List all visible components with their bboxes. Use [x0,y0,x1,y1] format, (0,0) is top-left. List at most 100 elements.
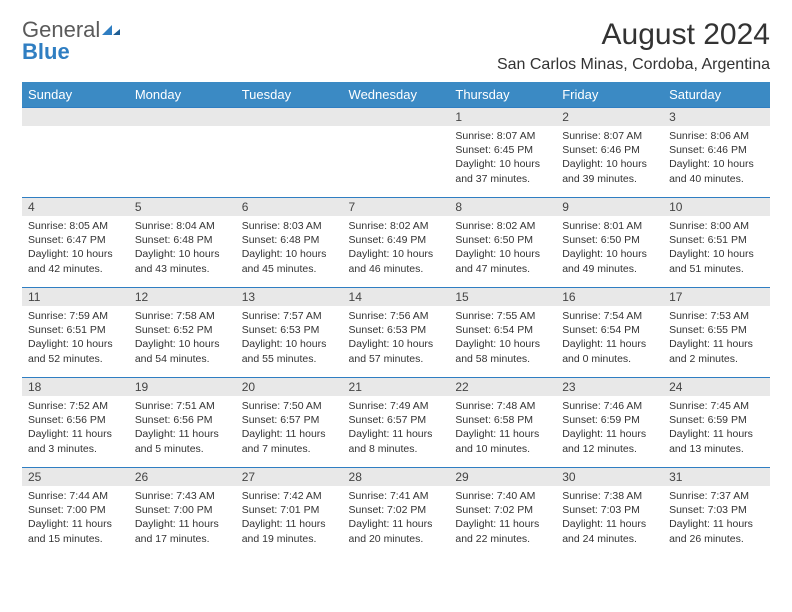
day-details: Sunrise: 8:03 AMSunset: 6:48 PMDaylight:… [236,216,343,280]
day-number: 3 [663,107,770,126]
day-details: Sunrise: 8:02 AMSunset: 6:50 PMDaylight:… [449,216,556,280]
day-details: Sunrise: 7:38 AMSunset: 7:03 PMDaylight:… [556,486,663,550]
day-number: 15 [449,287,556,306]
day-cell: 13Sunrise: 7:57 AMSunset: 6:53 PMDayligh… [236,287,343,377]
day-cell: 28Sunrise: 7:41 AMSunset: 7:02 PMDayligh… [343,467,450,557]
sunset-text: Sunset: 6:59 PM [562,413,657,427]
day-cell: 21Sunrise: 7:49 AMSunset: 6:57 PMDayligh… [343,377,450,467]
day-cell: 8Sunrise: 8:02 AMSunset: 6:50 PMDaylight… [449,197,556,287]
daylight-text: Daylight: 10 hours and 37 minutes. [455,157,550,185]
sunset-text: Sunset: 7:03 PM [669,503,764,517]
day-cell [22,107,129,197]
sunset-text: Sunset: 6:57 PM [349,413,444,427]
sunset-text: Sunset: 6:54 PM [455,323,550,337]
day-cell: 12Sunrise: 7:58 AMSunset: 6:52 PMDayligh… [129,287,236,377]
calendar-week-row: 4Sunrise: 8:05 AMSunset: 6:47 PMDaylight… [22,197,770,287]
day-number: 31 [663,467,770,486]
daylight-text: Daylight: 10 hours and 45 minutes. [242,247,337,275]
day-number: 13 [236,287,343,306]
day-details: Sunrise: 8:00 AMSunset: 6:51 PMDaylight:… [663,216,770,280]
empty-day-bar [129,107,236,126]
weekday-header: Friday [556,82,663,107]
day-details: Sunrise: 8:01 AMSunset: 6:50 PMDaylight:… [556,216,663,280]
sunrise-text: Sunrise: 7:55 AM [455,309,550,323]
sunrise-text: Sunrise: 7:58 AM [135,309,230,323]
weekday-header: Wednesday [343,82,450,107]
calendar-week-row: 1Sunrise: 8:07 AMSunset: 6:45 PMDaylight… [22,107,770,197]
day-details: Sunrise: 7:40 AMSunset: 7:02 PMDaylight:… [449,486,556,550]
calendar-week-row: 25Sunrise: 7:44 AMSunset: 7:00 PMDayligh… [22,467,770,557]
month-title: August 2024 [497,18,770,52]
weekday-header: Sunday [22,82,129,107]
day-cell [343,107,450,197]
sunrise-text: Sunrise: 7:40 AM [455,489,550,503]
sunrise-text: Sunrise: 7:57 AM [242,309,337,323]
sunrise-text: Sunrise: 8:02 AM [455,219,550,233]
empty-day-bar [236,107,343,126]
sunset-text: Sunset: 6:50 PM [562,233,657,247]
day-cell: 29Sunrise: 7:40 AMSunset: 7:02 PMDayligh… [449,467,556,557]
daylight-text: Daylight: 11 hours and 13 minutes. [669,427,764,455]
logo-text-block: General Blue [22,20,122,64]
sunset-text: Sunset: 6:48 PM [135,233,230,247]
daylight-text: Daylight: 10 hours and 54 minutes. [135,337,230,365]
daylight-text: Daylight: 11 hours and 26 minutes. [669,517,764,545]
sunrise-text: Sunrise: 7:52 AM [28,399,123,413]
day-number: 4 [22,197,129,216]
day-number: 12 [129,287,236,306]
day-details: Sunrise: 7:58 AMSunset: 6:52 PMDaylight:… [129,306,236,370]
day-details: Sunrise: 8:04 AMSunset: 6:48 PMDaylight:… [129,216,236,280]
day-cell: 10Sunrise: 8:00 AMSunset: 6:51 PMDayligh… [663,197,770,287]
sunset-text: Sunset: 7:02 PM [455,503,550,517]
calendar-week-row: 11Sunrise: 7:59 AMSunset: 6:51 PMDayligh… [22,287,770,377]
day-cell: 9Sunrise: 8:01 AMSunset: 6:50 PMDaylight… [556,197,663,287]
day-cell: 17Sunrise: 7:53 AMSunset: 6:55 PMDayligh… [663,287,770,377]
day-number: 14 [343,287,450,306]
sunset-text: Sunset: 6:53 PM [349,323,444,337]
day-number: 29 [449,467,556,486]
day-cell: 22Sunrise: 7:48 AMSunset: 6:58 PMDayligh… [449,377,556,467]
sunrise-text: Sunrise: 8:04 AM [135,219,230,233]
day-cell: 23Sunrise: 7:46 AMSunset: 6:59 PMDayligh… [556,377,663,467]
day-number: 16 [556,287,663,306]
weekday-header: Saturday [663,82,770,107]
sunrise-text: Sunrise: 7:38 AM [562,489,657,503]
day-details: Sunrise: 7:55 AMSunset: 6:54 PMDaylight:… [449,306,556,370]
sunset-text: Sunset: 6:47 PM [28,233,123,247]
calendar-body: 1Sunrise: 8:07 AMSunset: 6:45 PMDaylight… [22,107,770,557]
empty-day-bar [343,107,450,126]
day-details: Sunrise: 7:44 AMSunset: 7:00 PMDaylight:… [22,486,129,550]
day-cell: 30Sunrise: 7:38 AMSunset: 7:03 PMDayligh… [556,467,663,557]
weekday-header: Thursday [449,82,556,107]
day-number: 6 [236,197,343,216]
day-number: 23 [556,377,663,396]
sunrise-text: Sunrise: 7:59 AM [28,309,123,323]
daylight-text: Daylight: 11 hours and 17 minutes. [135,517,230,545]
sunrise-text: Sunrise: 7:42 AM [242,489,337,503]
sunrise-text: Sunrise: 7:45 AM [669,399,764,413]
daylight-text: Daylight: 10 hours and 52 minutes. [28,337,123,365]
calendar-week-row: 18Sunrise: 7:52 AMSunset: 6:56 PMDayligh… [22,377,770,467]
sunrise-text: Sunrise: 8:01 AM [562,219,657,233]
day-details: Sunrise: 7:52 AMSunset: 6:56 PMDaylight:… [22,396,129,460]
day-cell: 25Sunrise: 7:44 AMSunset: 7:00 PMDayligh… [22,467,129,557]
sunrise-text: Sunrise: 8:07 AM [562,129,657,143]
day-number: 19 [129,377,236,396]
daylight-text: Daylight: 11 hours and 19 minutes. [242,517,337,545]
daylight-text: Daylight: 10 hours and 43 minutes. [135,247,230,275]
sunset-text: Sunset: 6:52 PM [135,323,230,337]
daylight-text: Daylight: 10 hours and 51 minutes. [669,247,764,275]
daylight-text: Daylight: 11 hours and 2 minutes. [669,337,764,365]
daylight-text: Daylight: 10 hours and 46 minutes. [349,247,444,275]
sunrise-text: Sunrise: 7:49 AM [349,399,444,413]
day-cell: 2Sunrise: 8:07 AMSunset: 6:46 PMDaylight… [556,107,663,197]
day-number: 8 [449,197,556,216]
day-number: 7 [343,197,450,216]
daylight-text: Daylight: 10 hours and 58 minutes. [455,337,550,365]
day-number: 10 [663,197,770,216]
day-number: 17 [663,287,770,306]
day-details: Sunrise: 7:46 AMSunset: 6:59 PMDaylight:… [556,396,663,460]
daylight-text: Daylight: 11 hours and 24 minutes. [562,517,657,545]
sunset-text: Sunset: 6:51 PM [669,233,764,247]
daylight-text: Daylight: 11 hours and 3 minutes. [28,427,123,455]
